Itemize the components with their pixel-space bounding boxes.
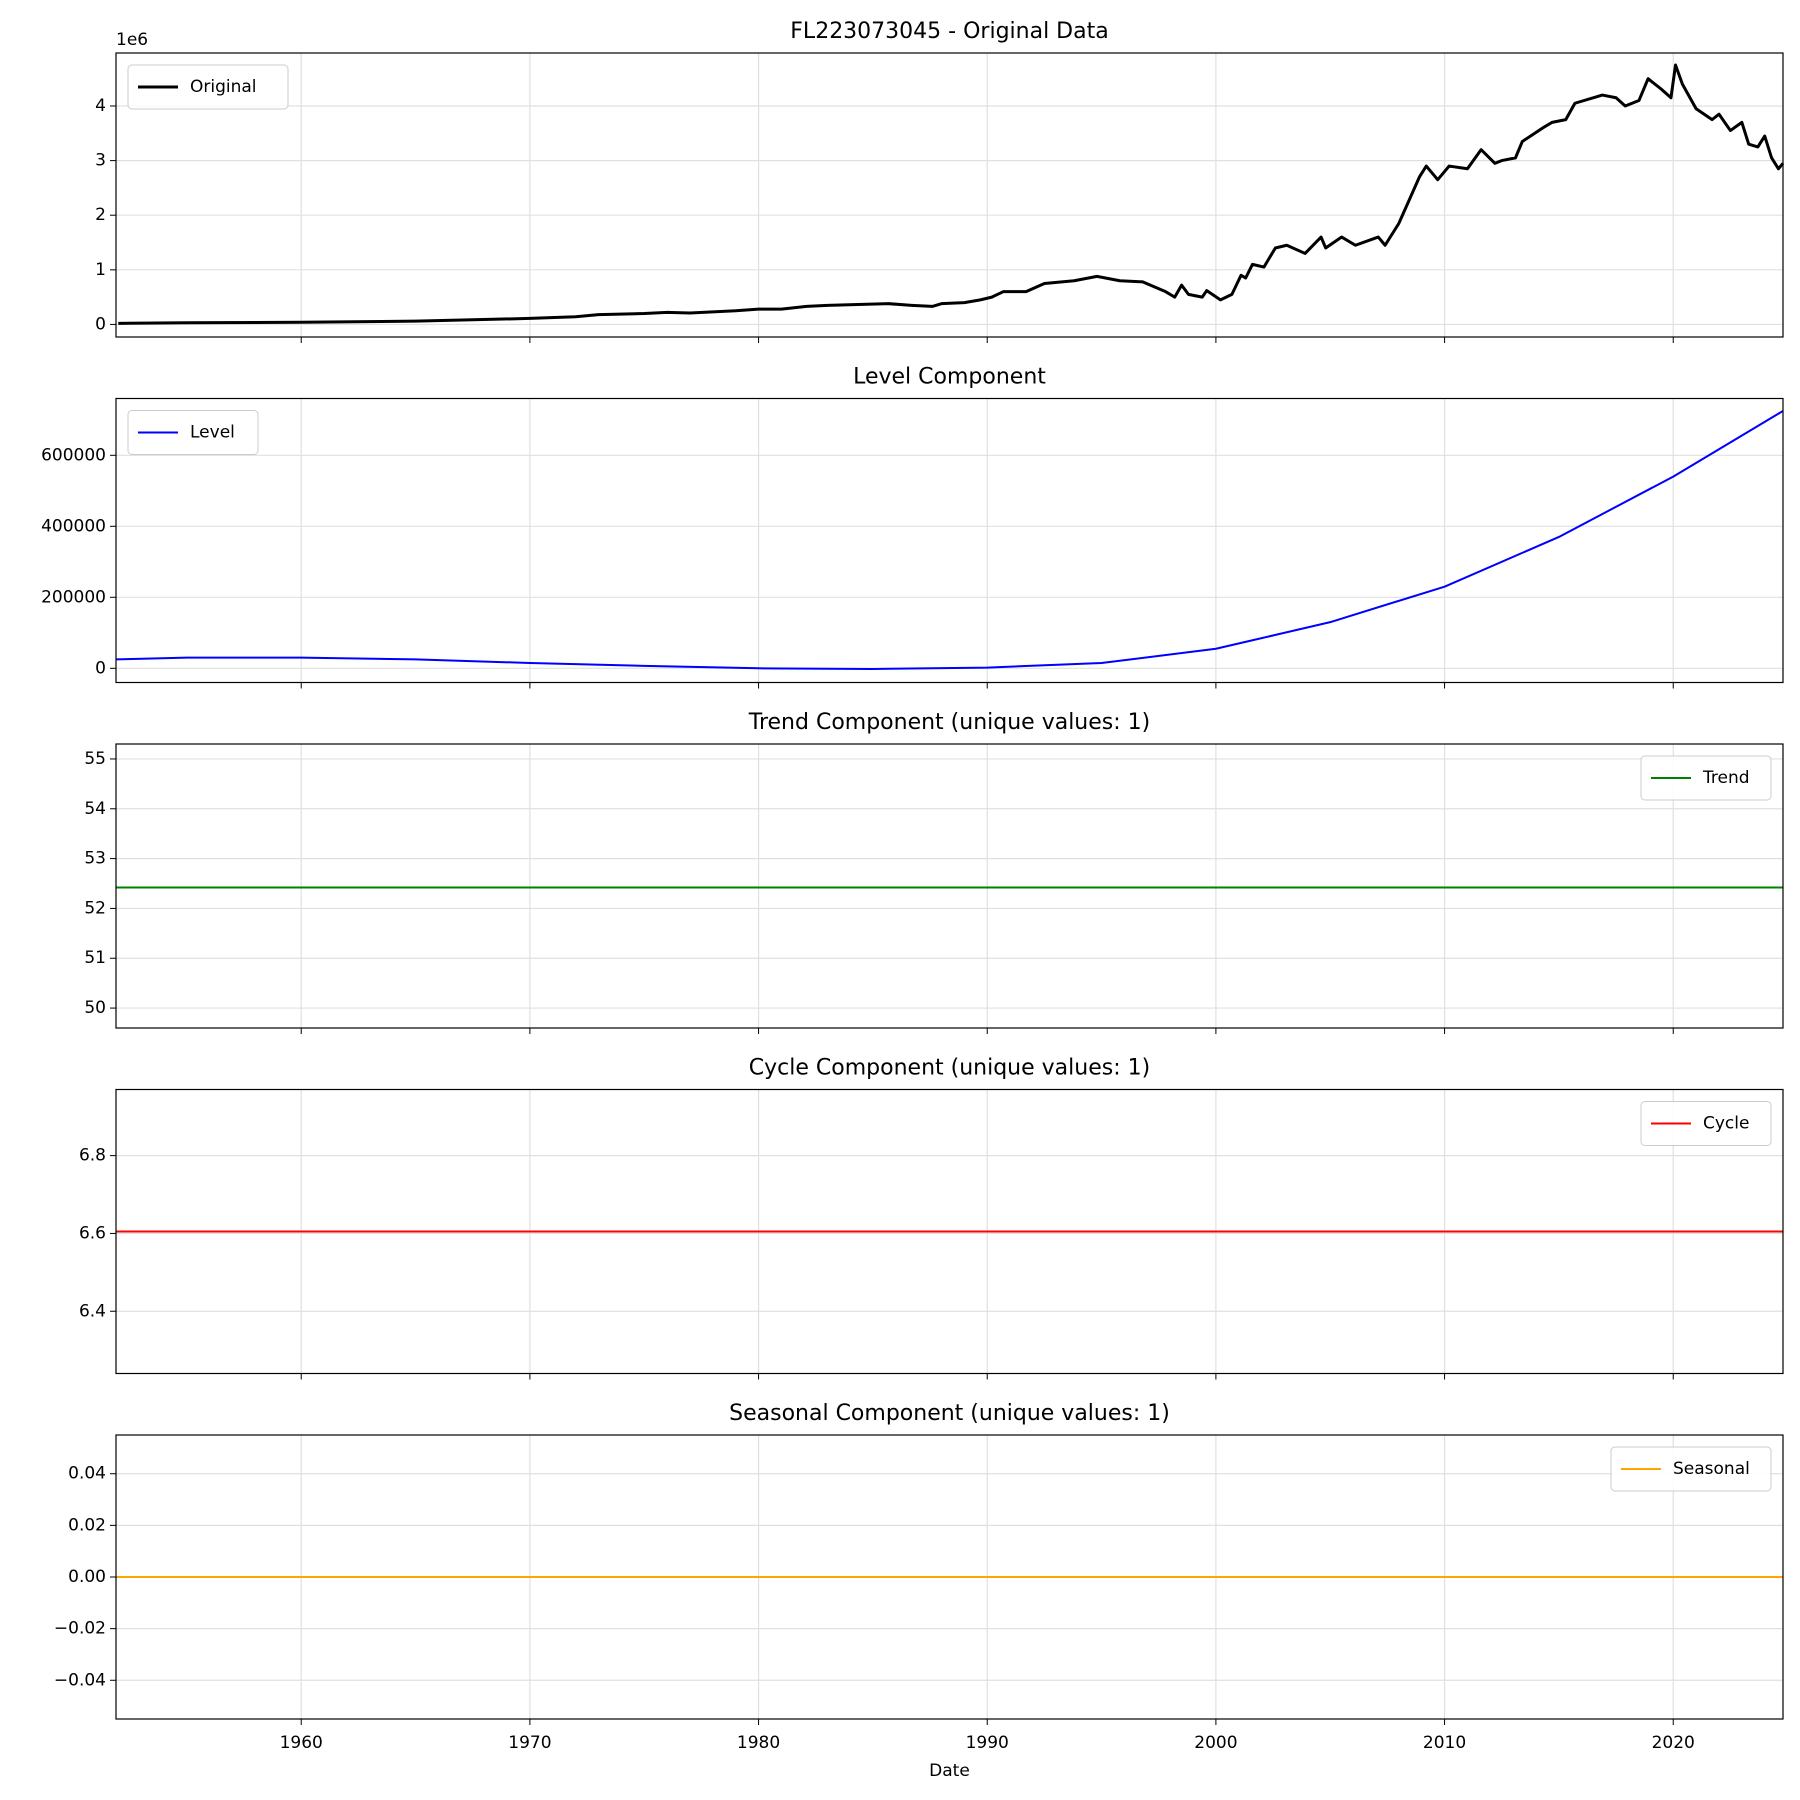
chart-title: Trend Component (unique values: 1) — [748, 710, 1150, 735]
y-tick-label: 51 — [84, 948, 106, 968]
y-tick-label: 6.8 — [79, 1146, 106, 1166]
y-tick-label: 0.02 — [68, 1515, 106, 1535]
x-axis-label: Date — [929, 1761, 970, 1781]
legend-label: Cycle — [1703, 1114, 1749, 1134]
plot-frame — [115, 743, 1784, 1029]
plot-frame — [115, 1434, 1784, 1720]
x-tick-label: 1960 — [280, 1733, 323, 1753]
y-tick-label: 400000 — [41, 516, 106, 536]
offset-text: 1e6 — [116, 30, 148, 50]
legend-box — [127, 64, 289, 110]
y-tick-label: 0.04 — [68, 1464, 106, 1484]
y-tick-label: 0 — [95, 658, 106, 678]
y-tick-label: 50 — [84, 998, 106, 1018]
y-tick-label: 6.4 — [79, 1301, 106, 1321]
x-tick-label: 2010 — [1423, 1733, 1466, 1753]
y-tick-label: 54 — [84, 799, 106, 819]
y-tick-label: 0 — [95, 314, 106, 334]
chart-title: Cycle Component (unique values: 1) — [749, 1056, 1150, 1081]
y-tick-label: 0.00 — [68, 1567, 106, 1587]
x-tick-label: 2020 — [1652, 1733, 1695, 1753]
y-tick-label: 1 — [95, 260, 106, 280]
x-tick-label: 1970 — [508, 1733, 551, 1753]
y-tick-label: −0.02 — [54, 1619, 106, 1639]
legend-label: Level — [190, 423, 235, 443]
y-tick-label: 55 — [84, 749, 106, 769]
y-tick-label: 200000 — [41, 587, 106, 607]
plot-frame — [115, 52, 1784, 338]
chart-title: Level Component — [853, 365, 1046, 390]
x-tick-label: 2000 — [1194, 1733, 1237, 1753]
y-tick-label: −0.04 — [54, 1670, 106, 1690]
y-tick-label: 4 — [95, 96, 106, 116]
legend-label: Original — [190, 77, 257, 97]
y-tick-label: 6.6 — [79, 1223, 106, 1243]
legend-label: Seasonal — [1673, 1459, 1750, 1479]
legend-box — [1640, 755, 1772, 801]
legend-box — [127, 410, 259, 455]
x-tick-label: 1980 — [737, 1733, 780, 1753]
series-line — [118, 63, 1785, 325]
plot-frame — [115, 397, 1784, 684]
legend-box — [1610, 1446, 1772, 1492]
chart-title: FL223073045 - Original Data — [790, 19, 1108, 44]
y-tick-label: 52 — [84, 898, 106, 918]
y-tick-label: 2 — [95, 205, 106, 225]
y-tick-label: 600000 — [41, 445, 106, 465]
series-line — [115, 410, 1784, 671]
chart-title: Seasonal Component (unique values: 1) — [729, 1401, 1170, 1426]
y-tick-label: 3 — [95, 151, 106, 171]
plot-frame — [115, 1088, 1784, 1375]
y-tick-label: 53 — [84, 849, 106, 869]
legend-label: Trend — [1702, 768, 1750, 788]
legend-box — [1640, 1101, 1772, 1146]
x-tick-label: 1990 — [966, 1733, 1009, 1753]
